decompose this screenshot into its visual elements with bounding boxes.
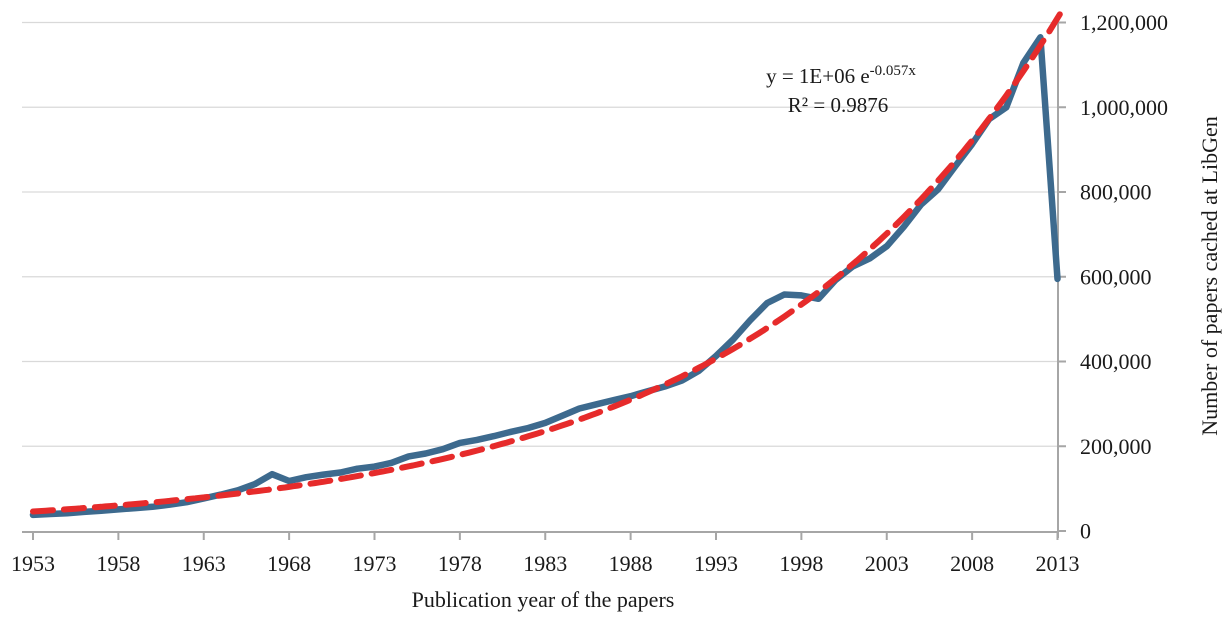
equation-exponent: -0.057x [870,63,917,79]
x-tick-label: 1958 [96,551,140,576]
y-tick-label: 800,000 [1080,180,1152,205]
x-tick-label: 1978 [438,551,482,576]
x-tick-label: 1953 [11,551,55,576]
y-axis-tick-labels: 0 200,000 400,000 600,000 800,000 1,000,000 1,… [1080,10,1168,544]
x-axis-tick-labels: 1953 1958 1963 1968 1973 1978 1983 1988 1993 1998… [11,551,1080,576]
equation-annotation: y = 1E+06 e-0.057x [766,63,916,88]
y-tick-label: 0 [1080,519,1091,544]
x-tick-label: 1973 [353,551,397,576]
gridlines [22,21,1058,447]
y-tick-label: 400,000 [1080,349,1152,374]
x-tick-label: 2013 [1036,551,1080,576]
y-tick-label: 200,000 [1080,434,1152,459]
y-axis-title: Number of papers cached at LibGen [1197,116,1222,435]
x-tick-label: 1968 [267,551,311,576]
y-tick-label: 1,200,000 [1080,10,1168,35]
x-tick-label: 2008 [950,551,994,576]
x-tick-label: 1998 [779,551,823,576]
exponential-trendline-dashed [30,8,1065,515]
y-tick-label: 1,000,000 [1080,95,1168,120]
x-axis-title: Publication year of the papers [412,587,675,612]
x-tick-label: 1993 [694,551,738,576]
equation-text: y = 1E+06 e [766,64,870,88]
axes [22,20,1059,538]
x-tick-label: 2003 [865,551,909,576]
x-tick-label: 1963 [182,551,226,576]
x-tick-label: 1988 [609,551,653,576]
y-tick-label: 600,000 [1080,264,1152,289]
r-squared-annotation: R² = 0.9876 [788,93,888,117]
tick-marks [32,21,1066,540]
x-tick-label: 1983 [523,551,567,576]
